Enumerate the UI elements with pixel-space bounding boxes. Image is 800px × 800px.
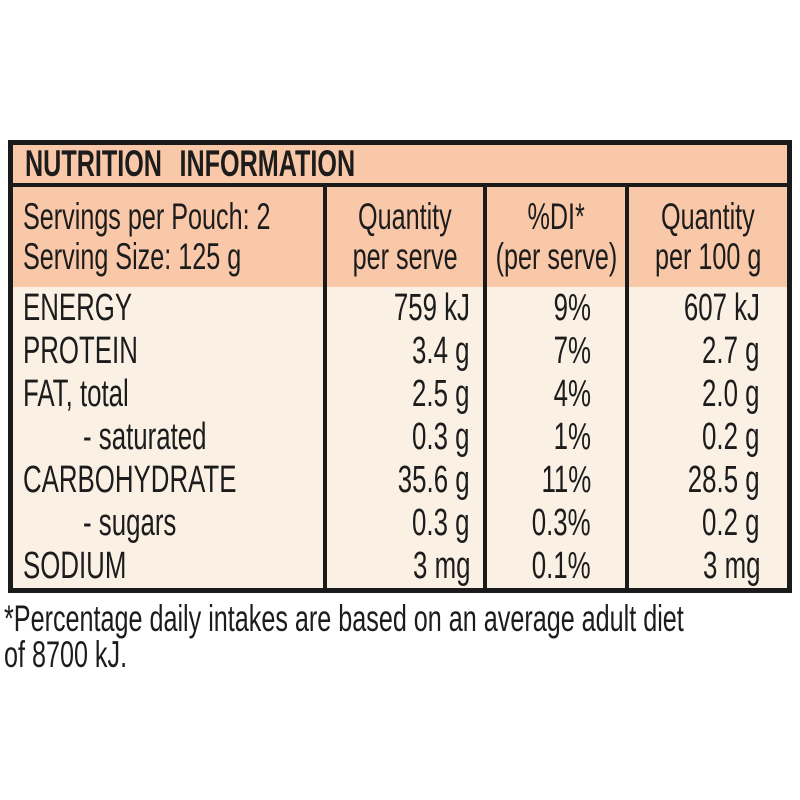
value-per-serve: 2.5 g (323, 373, 483, 416)
servings-per-pouch: Servings per Pouch: 2 (23, 196, 271, 237)
nutrient-label-text: PROTEIN (23, 330, 138, 372)
serving-size: Serving Size: 125 g (23, 236, 242, 277)
value-di-percent-text: 9% (553, 287, 591, 329)
value-per-serve: 0.3 g (323, 416, 483, 459)
nutrient-label-text: - saturated (83, 416, 207, 458)
value-per-100g-text: 607 kJ (683, 287, 760, 329)
header-quantity-per-100g-line2: per 100 g (654, 236, 762, 277)
value-per-100g: 3 mg (625, 545, 787, 588)
nutrient-label-text: ENERGY (23, 287, 133, 329)
header-serving-info: Servings per Pouch: 2 Serving Size: 125 … (13, 187, 323, 287)
value-di-percent: 11% (483, 459, 625, 502)
value-per-serve-text: 759 kJ (393, 287, 470, 329)
footnote-line2: of 8700 kJ. (4, 634, 128, 675)
value-per-serve-text: 3.4 g (412, 330, 470, 372)
header-quantity-per-serve-line1: Quantity (358, 196, 452, 237)
value-di-percent: 9% (483, 287, 625, 330)
value-per-serve-text: 2.5 g (412, 373, 470, 415)
value-per-100g: 607 kJ (625, 287, 787, 330)
nutrient-label: ENERGY (13, 287, 323, 330)
header-quantity-per-serve-line2: per serve (352, 236, 458, 277)
header-di-line1: %DI* (527, 196, 585, 237)
nutrition-table: Servings per Pouch: 2 Serving Size: 125 … (13, 187, 787, 588)
value-di-percent: 0.3% (483, 502, 625, 545)
nutrient-label-text: CARBOHYDRATE (23, 459, 237, 501)
value-di-percent: 1% (483, 416, 625, 459)
header-quantity-per-serve: Quantity per serve (323, 187, 483, 287)
value-per-serve-text: 35.6 g (398, 459, 470, 501)
value-di-percent-text: 0.3% (532, 502, 591, 544)
header-di-line2: (per serve) (495, 236, 617, 277)
value-per-serve: 0.3 g (323, 502, 483, 545)
value-di-percent-text: 11% (541, 459, 591, 501)
value-per-100g-text: 2.0 g (702, 373, 760, 415)
value-per-100g-text: 0.2 g (702, 502, 760, 544)
value-per-serve: 35.6 g (323, 459, 483, 502)
value-per-100g: 2.0 g (625, 373, 787, 416)
value-per-100g: 28.5 g (625, 459, 787, 502)
value-per-100g: 2.7 g (625, 330, 787, 373)
value-per-100g-text: 3 mg (702, 545, 760, 587)
value-per-serve: 3 mg (323, 545, 483, 588)
value-per-100g-text: 28.5 g (688, 459, 760, 501)
value-per-serve: 3.4 g (323, 330, 483, 373)
nutrient-label: FAT, total (13, 373, 323, 416)
nutrition-information-panel: NUTRITION INFORMATION Servings per Pouch… (8, 140, 792, 593)
value-di-percent-text: 0.1% (532, 545, 591, 587)
value-di-percent: 0.1% (483, 545, 625, 588)
value-di-percent-text: 4% (553, 373, 591, 415)
header-quantity-per-100g-line1: Quantity (661, 196, 755, 237)
header-di-per-serve: %DI* (per serve) (483, 187, 625, 287)
value-per-serve-text: 0.3 g (412, 416, 470, 458)
value-di-percent-text: 7% (553, 330, 591, 372)
nutrient-label: CARBOHYDRATE (13, 459, 323, 502)
nutrient-label-text: FAT, total (23, 373, 129, 415)
nutrient-label-text: SODIUM (23, 545, 127, 587)
daily-intake-footnote: *Percentage daily intakes are based on a… (4, 598, 796, 675)
panel-title: NUTRITION INFORMATION (25, 143, 356, 184)
nutrient-label: - saturated (13, 416, 323, 459)
value-di-percent-text: 1% (553, 416, 591, 458)
nutrient-label-text: - sugars (83, 502, 177, 544)
nutrient-label: - sugars (13, 502, 323, 545)
value-per-serve-text: 3 mg (412, 545, 470, 587)
value-per-serve: 759 kJ (323, 287, 483, 330)
value-per-100g-text: 0.2 g (702, 416, 760, 458)
footnote-line1: *Percentage daily intakes are based on a… (4, 598, 684, 639)
nutrient-label: PROTEIN (13, 330, 323, 373)
panel-title-bar: NUTRITION INFORMATION (13, 145, 787, 187)
value-per-serve-text: 0.3 g (412, 502, 470, 544)
value-per-100g-text: 2.7 g (702, 330, 760, 372)
value-per-100g: 0.2 g (625, 416, 787, 459)
header-quantity-per-100g: Quantity per 100 g (625, 187, 787, 287)
value-di-percent: 4% (483, 373, 625, 416)
value-per-100g: 0.2 g (625, 502, 787, 545)
nutrient-label: SODIUM (13, 545, 323, 588)
value-di-percent: 7% (483, 330, 625, 373)
